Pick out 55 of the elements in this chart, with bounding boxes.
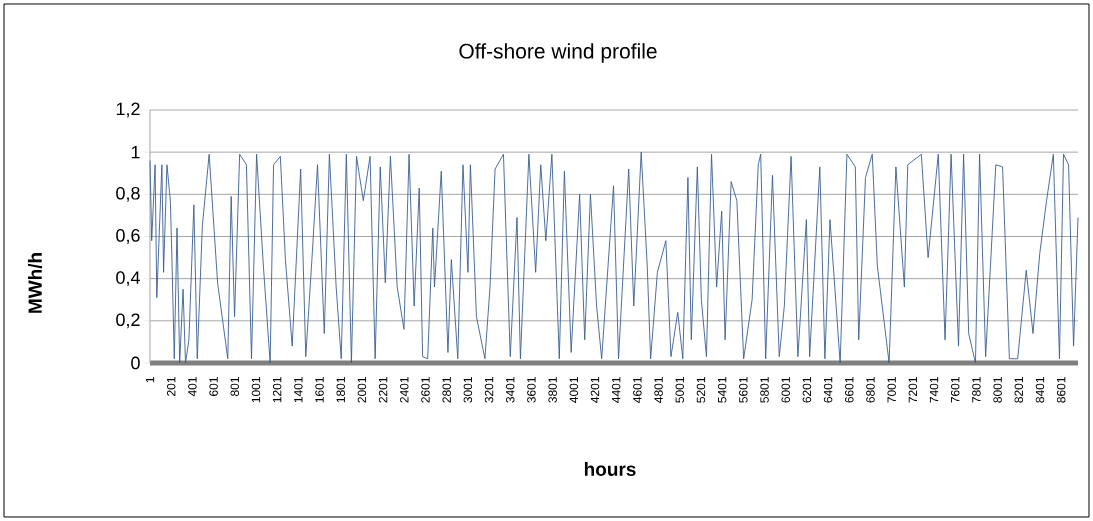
x-tick-label: 1 bbox=[145, 377, 155, 383]
x-tick-label: 5001 bbox=[675, 377, 685, 403]
x-tick-label: 5801 bbox=[760, 377, 769, 403]
x-tick-label: 4401 bbox=[611, 377, 621, 403]
y-tick-label: 1,2 bbox=[116, 102, 140, 118]
x-tick-label: 1401 bbox=[294, 377, 303, 403]
x-tick-label: 201 bbox=[166, 377, 176, 396]
x-tick-label: 6801 bbox=[866, 377, 875, 403]
y-tick-label: 1 bbox=[131, 145, 140, 159]
x-tick-label: 4601 bbox=[633, 377, 642, 403]
x-tick-label: 7801 bbox=[972, 377, 981, 403]
x-tick-label: 6201 bbox=[802, 377, 812, 403]
x-tick-label: 2601 bbox=[421, 377, 430, 403]
x-tick-label: 6601 bbox=[845, 377, 854, 403]
x-tick-label: 6401 bbox=[823, 377, 833, 403]
x-tick-label: 7001 bbox=[887, 377, 896, 403]
x-tick-label: 7401 bbox=[929, 377, 939, 403]
y-tick-label: 0,8 bbox=[116, 186, 140, 202]
x-tick-label: 3201 bbox=[484, 377, 494, 403]
x-tick-label: 8601 bbox=[1056, 377, 1066, 403]
y-axis-title: MWh/h bbox=[27, 253, 43, 313]
x-tick-label: 1201 bbox=[272, 377, 282, 403]
x-tick-label: 801 bbox=[230, 377, 240, 397]
x-tick-label: 401 bbox=[188, 377, 197, 397]
chart-title: Off-shore wind profile bbox=[459, 43, 657, 63]
y-tick-label: 0,2 bbox=[116, 313, 140, 329]
y-tick-label: 0 bbox=[131, 356, 140, 370]
x-tick-label: 3001 bbox=[463, 377, 473, 403]
x-tick-label: 8401 bbox=[1035, 377, 1045, 403]
x-tick-label: 2201 bbox=[378, 377, 388, 403]
x-tick-label: 2801 bbox=[442, 377, 451, 403]
x-tick-label: 1601 bbox=[315, 377, 324, 403]
x-tick-label: 4001 bbox=[569, 377, 579, 403]
x-tick-label: 1801 bbox=[336, 377, 345, 403]
x-tick-label: 7201 bbox=[908, 377, 918, 403]
x-tick-label: 1001 bbox=[251, 377, 261, 403]
x-tick-label: 7601 bbox=[950, 377, 960, 403]
x-tick-label: 8001 bbox=[993, 377, 1002, 403]
x-tick-label: 5201 bbox=[696, 377, 706, 403]
y-tick-label: 0,4 bbox=[116, 271, 140, 287]
x-tick-label: 8201 bbox=[1014, 377, 1024, 403]
x-tick-label: 6001 bbox=[781, 377, 790, 403]
y-tick-label: 0,6 bbox=[116, 229, 140, 244]
x-axis-title: hours bbox=[584, 462, 636, 476]
x-tick-label: 3601 bbox=[527, 377, 536, 403]
x-tick-label: 2001 bbox=[357, 377, 367, 403]
x-tick-label: 4201 bbox=[590, 377, 600, 403]
x-tick-label: 4801 bbox=[654, 377, 663, 403]
x-tick-label: 5401 bbox=[717, 377, 727, 403]
x-tick-label: 3801 bbox=[548, 377, 557, 403]
x-tick-label: 5601 bbox=[739, 377, 748, 403]
x-tick-label: 3401 bbox=[505, 377, 515, 403]
x-tick-label: 601 bbox=[209, 377, 218, 396]
x-tick-label: 2401 bbox=[400, 377, 409, 403]
line-series bbox=[149, 151, 1079, 364]
